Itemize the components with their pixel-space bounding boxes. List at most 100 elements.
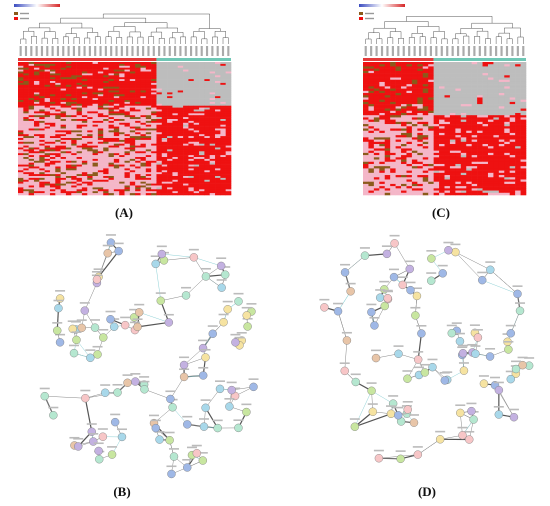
heatmap-cell: [471, 68, 478, 72]
heatmap-cell: [140, 162, 147, 165]
heatmap-cell: [411, 159, 418, 163]
heatmap-cell: [76, 120, 83, 124]
heatmap-cell: [87, 139, 93, 143]
heatmap-cell: [471, 170, 478, 174]
heatmap-cell: [428, 166, 434, 169]
heatmap-cell: [108, 143, 115, 146]
heatmap-cell: [477, 66, 483, 69]
heatmap-cell: [103, 92, 109, 95]
heatmap-cell: [129, 63, 136, 67]
heatmap-cell: [422, 121, 429, 125]
heatmap-cell: [140, 189, 147, 192]
heatmap-cell: [215, 73, 221, 76]
heatmap-cell: [455, 175, 462, 178]
heatmap-cell: [482, 172, 489, 176]
heatmap-cell: [433, 119, 440, 123]
heatmap-cell: [482, 110, 489, 114]
heatmap-cell: [156, 84, 163, 87]
heatmap-cell: [504, 64, 510, 67]
heatmap-cell: [428, 75, 434, 78]
heatmap-cell: [449, 128, 456, 132]
sample-label-mark: [126, 46, 129, 56]
heatmap-cell: [193, 130, 200, 133]
heatmap-cell: [199, 134, 205, 137]
heatmap-cell: [39, 147, 45, 150]
heatmap-cell: [124, 84, 131, 87]
heatmap-cell: [204, 115, 211, 118]
heatmap-cell: [493, 186, 500, 189]
heatmap-cell: [444, 124, 451, 127]
heatmap-cell: [135, 119, 141, 122]
heatmap-cell: [471, 121, 478, 125]
heatmap-cell: [92, 65, 99, 68]
heatmap-cell: [477, 86, 483, 89]
heatmap-cell: [183, 126, 189, 129]
heatmap-cell: [498, 188, 505, 191]
heatmap-cell: [220, 138, 226, 141]
heatmap-cell: [87, 145, 93, 148]
heatmap-cell: [33, 94, 40, 97]
heatmap-cell: [18, 132, 24, 135]
heatmap-cell: [145, 191, 152, 194]
heatmap-cell: [215, 101, 221, 105]
heatmap-cell: [204, 92, 211, 95]
heatmap-cell: [81, 120, 88, 124]
heatmap-cell: [395, 73, 402, 76]
heatmap-cell: [87, 158, 93, 162]
heatmap-cell: [379, 183, 386, 187]
heatmap-cell: [87, 82, 93, 86]
heatmap-cell: [97, 109, 104, 112]
heatmap-cell: [71, 177, 77, 181]
heatmap-cell: [103, 96, 109, 99]
heatmap-cell: [493, 86, 500, 89]
sample-label-mark: [115, 46, 118, 56]
heatmap-cell: [81, 134, 88, 137]
heatmap-cell: [220, 151, 226, 154]
heatmap-cell: [60, 122, 67, 125]
heatmap-cell: [167, 174, 173, 177]
heatmap-cell: [422, 172, 429, 176]
heatmap-cell: [28, 143, 35, 146]
heatmap-cell: [515, 77, 521, 81]
heatmap-cell: [373, 117, 380, 120]
heatmap-cell: [151, 67, 157, 70]
heatmap-cell: [172, 145, 179, 148]
heatmap-cell: [466, 104, 472, 107]
heatmap-cell: [444, 81, 451, 85]
heatmap-cell: [97, 100, 104, 103]
heatmap-cell: [466, 121, 472, 125]
heatmap-cell: [199, 126, 205, 129]
heatmap-cell: [504, 97, 510, 100]
heatmap-cell: [406, 179, 413, 182]
heatmap-cell: [417, 179, 424, 182]
heatmap-cell: [225, 71, 232, 74]
heatmap-cell: [140, 145, 147, 148]
heatmap-cell: [183, 132, 189, 135]
heatmap-cell: [119, 79, 125, 82]
heatmap-cell: [135, 160, 141, 163]
heatmap-cell: [145, 69, 152, 72]
heatmap-cell: [167, 193, 173, 196]
heatmap-cell: [145, 119, 152, 122]
heatmap-cell: [428, 177, 434, 180]
heatmap-cell: [498, 181, 505, 185]
heatmap-cell: [151, 134, 157, 137]
heatmap-cell: [140, 107, 147, 110]
heatmap-cell: [145, 73, 152, 76]
heatmap-cell: [55, 67, 61, 70]
heatmap-cell: [28, 67, 35, 70]
heatmap-cell: [119, 63, 125, 67]
heatmap-cell: [477, 81, 483, 85]
heatmap-cell: [384, 88, 391, 92]
heatmap-cell: [449, 137, 456, 140]
heatmap-cell: [417, 86, 424, 89]
sample-label-mark: [397, 46, 400, 56]
heatmap-cell: [444, 157, 451, 160]
heatmap-cell: [65, 69, 72, 72]
heatmap-cell: [373, 155, 380, 158]
heatmap-cell: [471, 192, 478, 196]
heatmap-cell: [151, 166, 157, 169]
heatmap-cell: [124, 86, 131, 89]
heatmap-cell: [140, 122, 147, 125]
heatmap-cell: [449, 73, 456, 76]
